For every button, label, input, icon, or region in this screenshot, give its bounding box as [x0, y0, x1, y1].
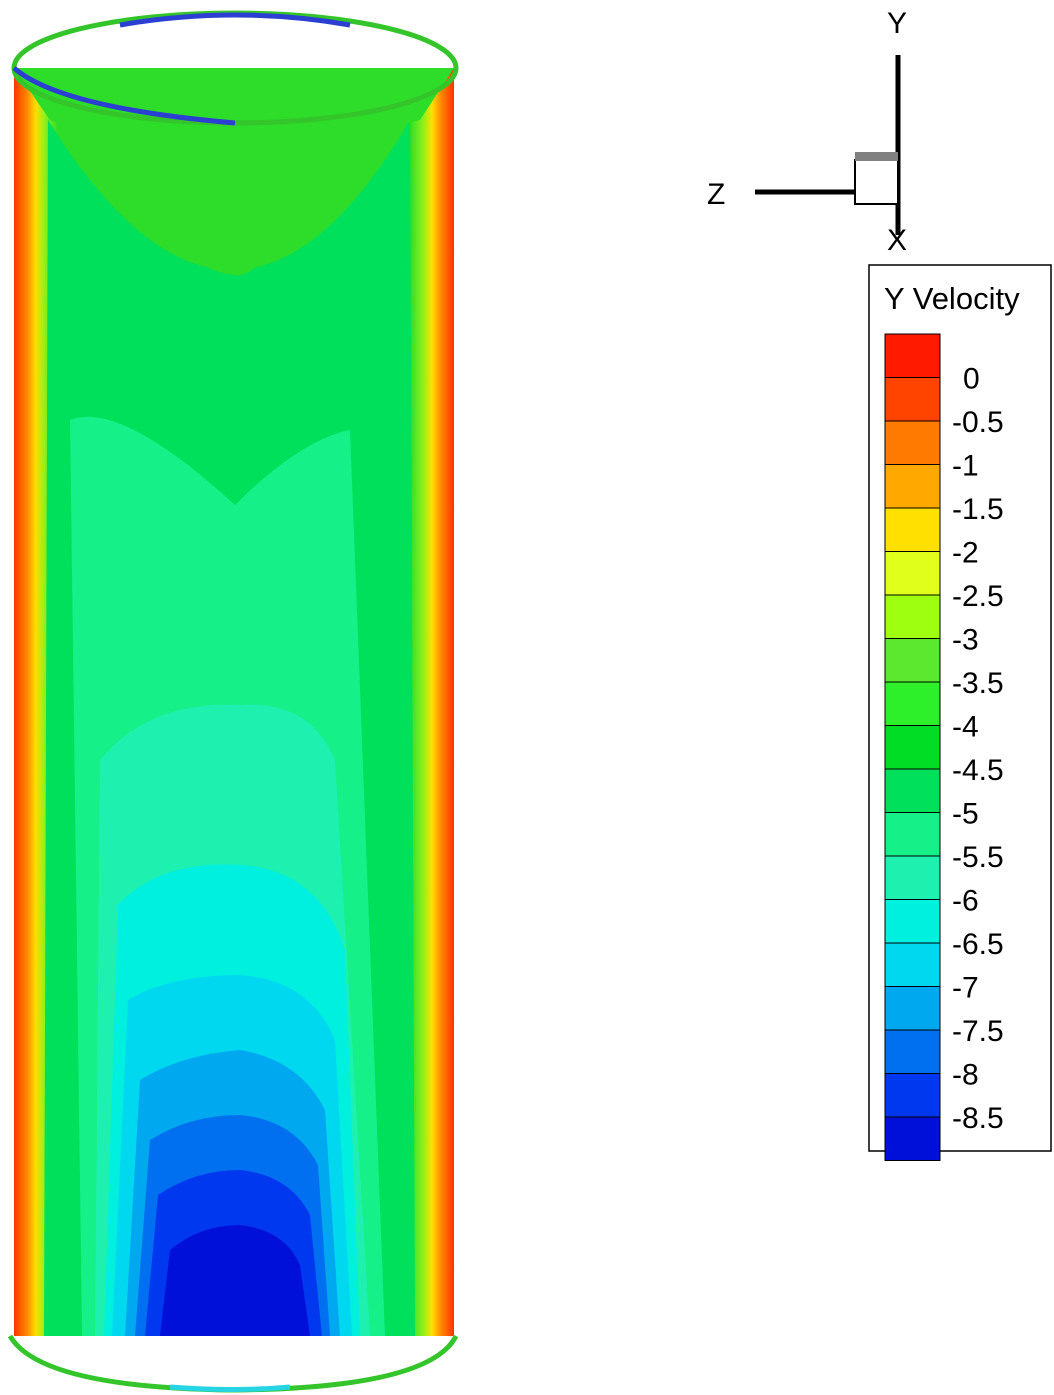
- bottom-cap-front-edge: [7, 1334, 459, 1393]
- legend-label: -3: [952, 624, 979, 657]
- legend-swatch: [884, 899, 941, 944]
- axis-triad: Y Z X: [707, 7, 907, 257]
- contour-top-region: [14, 68, 454, 276]
- z-axis-label: Z: [707, 178, 725, 211]
- legend-swatch: [884, 1029, 941, 1074]
- y-axis-label: Y: [887, 7, 907, 40]
- legend-label: -1.5: [952, 493, 1004, 526]
- legend-swatch: [884, 1116, 941, 1161]
- legend-swatch: [884, 377, 941, 422]
- cylinder-contour: [14, 68, 454, 1336]
- legend-label: -5.5: [952, 841, 1004, 874]
- legend-swatches: 0 -0.5 -1 -1.5 -2 -2.5 -3 -3.5 -4 -4.5 -5 -5.5 -6 -6.…: [884, 333, 1004, 1161]
- legend-swatch: [884, 725, 941, 770]
- legend-swatch: [884, 812, 941, 857]
- legend-label: -6: [952, 885, 979, 918]
- legend-swatch: [884, 464, 941, 509]
- legend-swatch: [884, 1073, 941, 1118]
- legend-label: -0.5: [952, 406, 1004, 439]
- legend-swatch: [884, 681, 941, 726]
- bottom-cap: [7, 1334, 459, 1393]
- legend-swatch: [884, 855, 941, 900]
- legend-title: Y Velocity: [884, 281, 1020, 316]
- top-cap-front-edge: [12, 66, 236, 126]
- legend-label: -4: [952, 711, 979, 744]
- legend-label: -4.5: [952, 754, 1004, 787]
- legend-label: -7.5: [952, 1015, 1004, 1048]
- legend-swatch: [884, 986, 941, 1031]
- legend-swatch: [884, 594, 941, 639]
- legend-label: -7: [952, 972, 979, 1005]
- legend-swatch: [884, 942, 941, 987]
- top-cap: [11, 10, 459, 126]
- axis-cube: [854, 159, 899, 205]
- legend-label: -8: [952, 1059, 979, 1092]
- legend-swatch: [884, 420, 941, 465]
- legend: Y Velocity 0 -0.5 -1 -1.5 -2 -2.5 -3 -3.5 -4 -4.5…: [868, 264, 1052, 1161]
- contour-level-deep-blue: [160, 1225, 310, 1336]
- legend-label: -5: [952, 798, 979, 831]
- legend-label: -6.5: [952, 928, 1004, 961]
- legend-swatch: [884, 551, 941, 596]
- legend-label: -3.5: [952, 667, 1004, 700]
- bottom-cap-highlight: [169, 1384, 291, 1392]
- legend-swatch: [884, 638, 941, 683]
- legend-label: -1: [952, 450, 979, 483]
- legend-label: 0: [963, 363, 980, 396]
- top-cap-back-edge: [119, 12, 351, 28]
- legend-swatch: [884, 333, 941, 378]
- legend-swatch: [884, 768, 941, 813]
- x-axis-label: X: [887, 224, 907, 257]
- legend-swatch: [884, 507, 941, 552]
- legend-label: -8.5: [952, 1102, 1004, 1135]
- legend-label: -2: [952, 537, 979, 570]
- legend-label: -2.5: [952, 580, 1004, 613]
- axis-cube-top: [855, 152, 898, 161]
